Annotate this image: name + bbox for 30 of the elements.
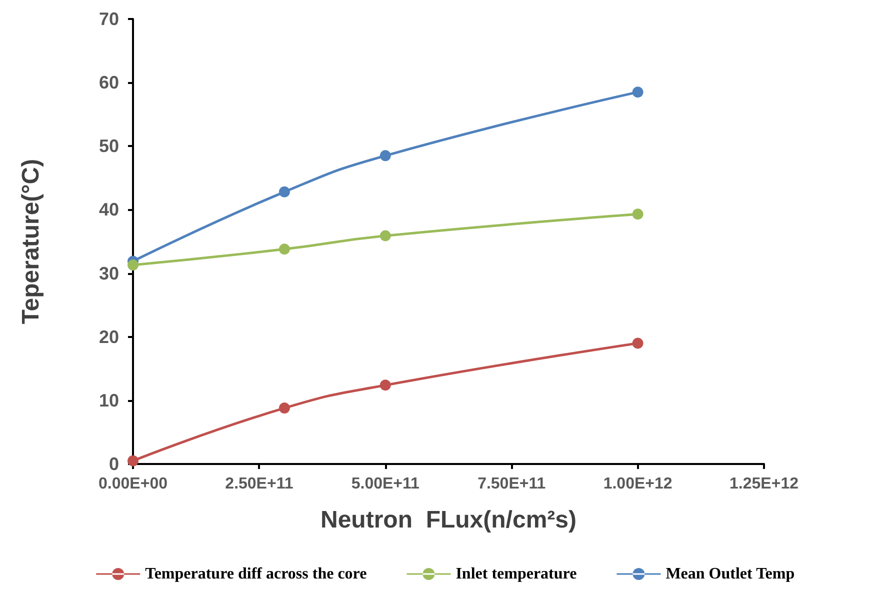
point [632,86,644,98]
y-tick-label: 0 [108,454,119,474]
x-tick-label: 7.50E+11 [478,476,546,492]
y-tick-label: 40 [98,200,119,220]
point [278,402,290,414]
y-tick-label: 60 [98,72,119,93]
x-tick-label: 2.50E+11 [225,476,294,492]
x-tick-label: 1.00E+12 [603,476,672,492]
point [278,244,290,255]
x-tick-label: 5.00E+11 [351,476,420,492]
y-tick-label: 70 [98,9,119,29]
point [128,455,138,466]
y-tick-label: 50 [98,136,119,156]
point [380,380,391,391]
legend-label: Mean Outlet Temp [666,566,795,582]
point [380,150,391,162]
point [632,338,644,349]
y-tick-label: 10 [98,390,119,410]
legend-label: Temperature diff across the core [145,566,367,582]
legend-label: Inlet temperature [456,566,577,582]
x-axis-title: Neutron FLux(n/cm²s) [320,506,576,534]
point [632,208,644,220]
point [278,186,290,198]
y-axis-title: Teperature(°C) [18,158,44,324]
x-tick-label: 1.25E+12 [730,476,799,492]
y-tick-label: 30 [98,263,119,284]
x-tick-label: 0.00E+00 [98,476,168,492]
point [380,230,391,242]
y-tick-label: 20 [98,326,119,347]
point [128,260,138,271]
